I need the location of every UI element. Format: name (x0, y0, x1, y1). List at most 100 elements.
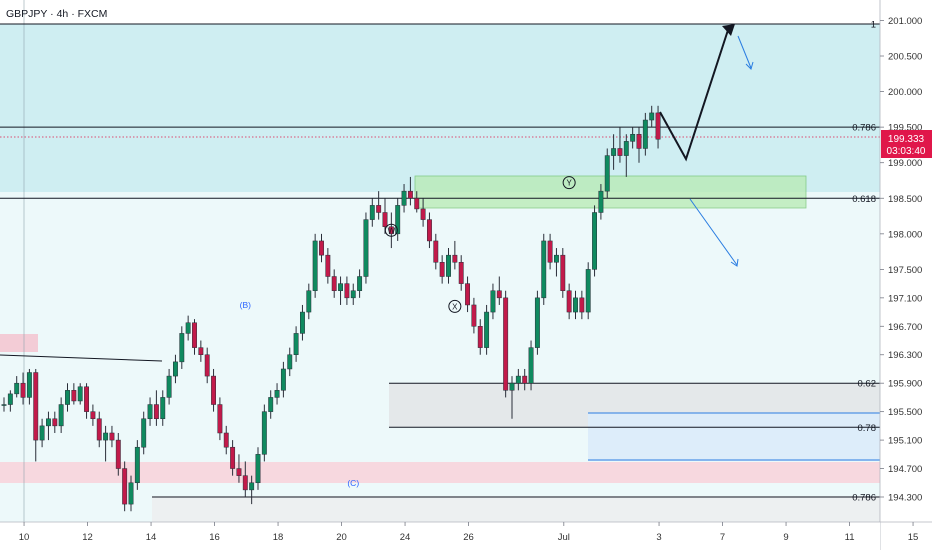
price-axis-bg[interactable] (880, 0, 932, 522)
date-tick-label-5: 20 (336, 532, 347, 543)
candle-body-68 (433, 240, 439, 263)
header-sep-2: · (68, 8, 77, 20)
time-axis-bg[interactable] (0, 522, 880, 550)
candle-body-50 (319, 240, 324, 256)
candle-body-5 (33, 372, 39, 441)
candle-body-66 (420, 208, 426, 220)
candle-body-86 (547, 240, 553, 263)
candle-body-7 (46, 418, 51, 427)
candle-body-17 (109, 432, 115, 441)
trend-line[interactable] (0, 354, 163, 362)
candle-body-89 (566, 290, 572, 313)
candle-body-11 (71, 390, 77, 402)
price-tick-label-15: 194.300 (888, 493, 922, 504)
candles (1, 105, 661, 512)
date-tick-label-0: 10 (19, 532, 30, 543)
candle-body-19 (122, 468, 128, 505)
wave-circle-1 (448, 299, 462, 313)
candle-body-14 (90, 411, 96, 420)
date-tick-label-2: 14 (146, 532, 157, 543)
price-tick-label-9: 196.700 (888, 322, 922, 333)
candle-body-83 (528, 347, 534, 384)
candle-body-69 (439, 262, 445, 277)
candle-body-3 (20, 382, 26, 398)
candle-body-101 (642, 119, 648, 149)
candle-body-42 (268, 397, 274, 412)
candle-body-80 (509, 382, 515, 391)
candle-body-29 (185, 322, 191, 334)
candle-body-87 (554, 254, 559, 263)
candle-body-90 (573, 297, 578, 313)
candle-body-43 (274, 390, 280, 398)
date-tick-label-6: 24 (400, 532, 411, 543)
candle-body-33 (211, 375, 217, 405)
candle-body-96 (611, 148, 617, 156)
candle-body-26 (166, 375, 172, 398)
candle-body-77 (490, 290, 496, 313)
candle-body-82 (522, 375, 528, 384)
level-label-1: 0.786 (852, 123, 876, 134)
candle-body-74 (471, 304, 477, 327)
candle-body-56 (357, 276, 363, 291)
wave-label-4: (C) (347, 478, 359, 488)
candle-body-1 (7, 393, 13, 405)
candle-body-103 (655, 112, 661, 140)
candle-body-99 (630, 133, 636, 142)
candle-body-44 (280, 368, 286, 391)
candle-body-48 (306, 290, 312, 313)
candle-body-75 (477, 326, 483, 348)
date-tick-label-1: 12 (82, 532, 93, 543)
candle-body-22 (141, 418, 147, 448)
price-tick-label-1: 200.500 (888, 52, 922, 63)
date-tick-label-12: 11 (845, 532, 855, 543)
pink-zone-top (0, 334, 38, 352)
candle-body-10 (65, 390, 70, 405)
current-price-tag: 199.333 03:03:40 (881, 130, 932, 158)
price-tick-label-11: 195.900 (888, 379, 922, 390)
candle-body-40 (255, 454, 261, 484)
candle-body-52 (331, 276, 337, 291)
candle-body-54 (344, 283, 350, 299)
date-tick-label-9: 3 (656, 532, 661, 543)
candle-body-55 (350, 290, 356, 299)
projection-path[interactable] (659, 29, 729, 162)
date-tick-label-7: 26 (463, 532, 474, 543)
candle-body-58 (369, 205, 375, 220)
candle-body-30 (192, 322, 197, 348)
price-tag-value: 199.333 (888, 134, 925, 145)
header-sep-1: · (47, 8, 56, 20)
date-tick-label-13: 15 (908, 532, 919, 543)
projection-arrowhead (722, 24, 735, 36)
wave-label-1: X (452, 302, 458, 311)
arrow-down-right-lower[interactable] (689, 198, 738, 266)
wave-circle-0 (384, 223, 398, 237)
candle-body-13 (84, 386, 89, 412)
candle-body-36 (230, 446, 236, 469)
level-label-2: 0.618 (852, 194, 876, 205)
time-axis-ticks: 1012141618202426Jul379111517 (19, 522, 919, 543)
symbol-text: GBPJPY (6, 8, 47, 20)
price-tick-label-12: 195.500 (888, 407, 922, 418)
arrow-down-right-upper[interactable] (737, 35, 752, 69)
price-tick-label-10: 196.300 (888, 350, 922, 361)
candle-body-0 (1, 404, 7, 406)
candle-body-51 (325, 254, 331, 277)
candle-body-35 (223, 432, 229, 448)
price-tick-label-5: 198.500 (888, 194, 922, 205)
candle-body-47 (300, 311, 305, 334)
candle-body-28 (179, 333, 185, 363)
candle-body-45 (287, 354, 293, 370)
wave-label-3: (B) (240, 300, 252, 310)
price-tag-bg (881, 130, 932, 158)
green-supply-zone (414, 175, 807, 209)
candle-body-62 (395, 205, 401, 235)
candle-body-31 (198, 347, 204, 355)
candle-body-94 (598, 190, 604, 213)
price-tick-label-8: 197.100 (888, 293, 922, 304)
candle-body-61 (388, 226, 394, 235)
candle-body-85 (541, 240, 547, 299)
fib-levels: 1 0.786 0.618 0.62 0.78 0.786 (0, 20, 880, 504)
level-label-3: 0.62 (858, 379, 877, 390)
candle-body-100 (636, 133, 642, 149)
